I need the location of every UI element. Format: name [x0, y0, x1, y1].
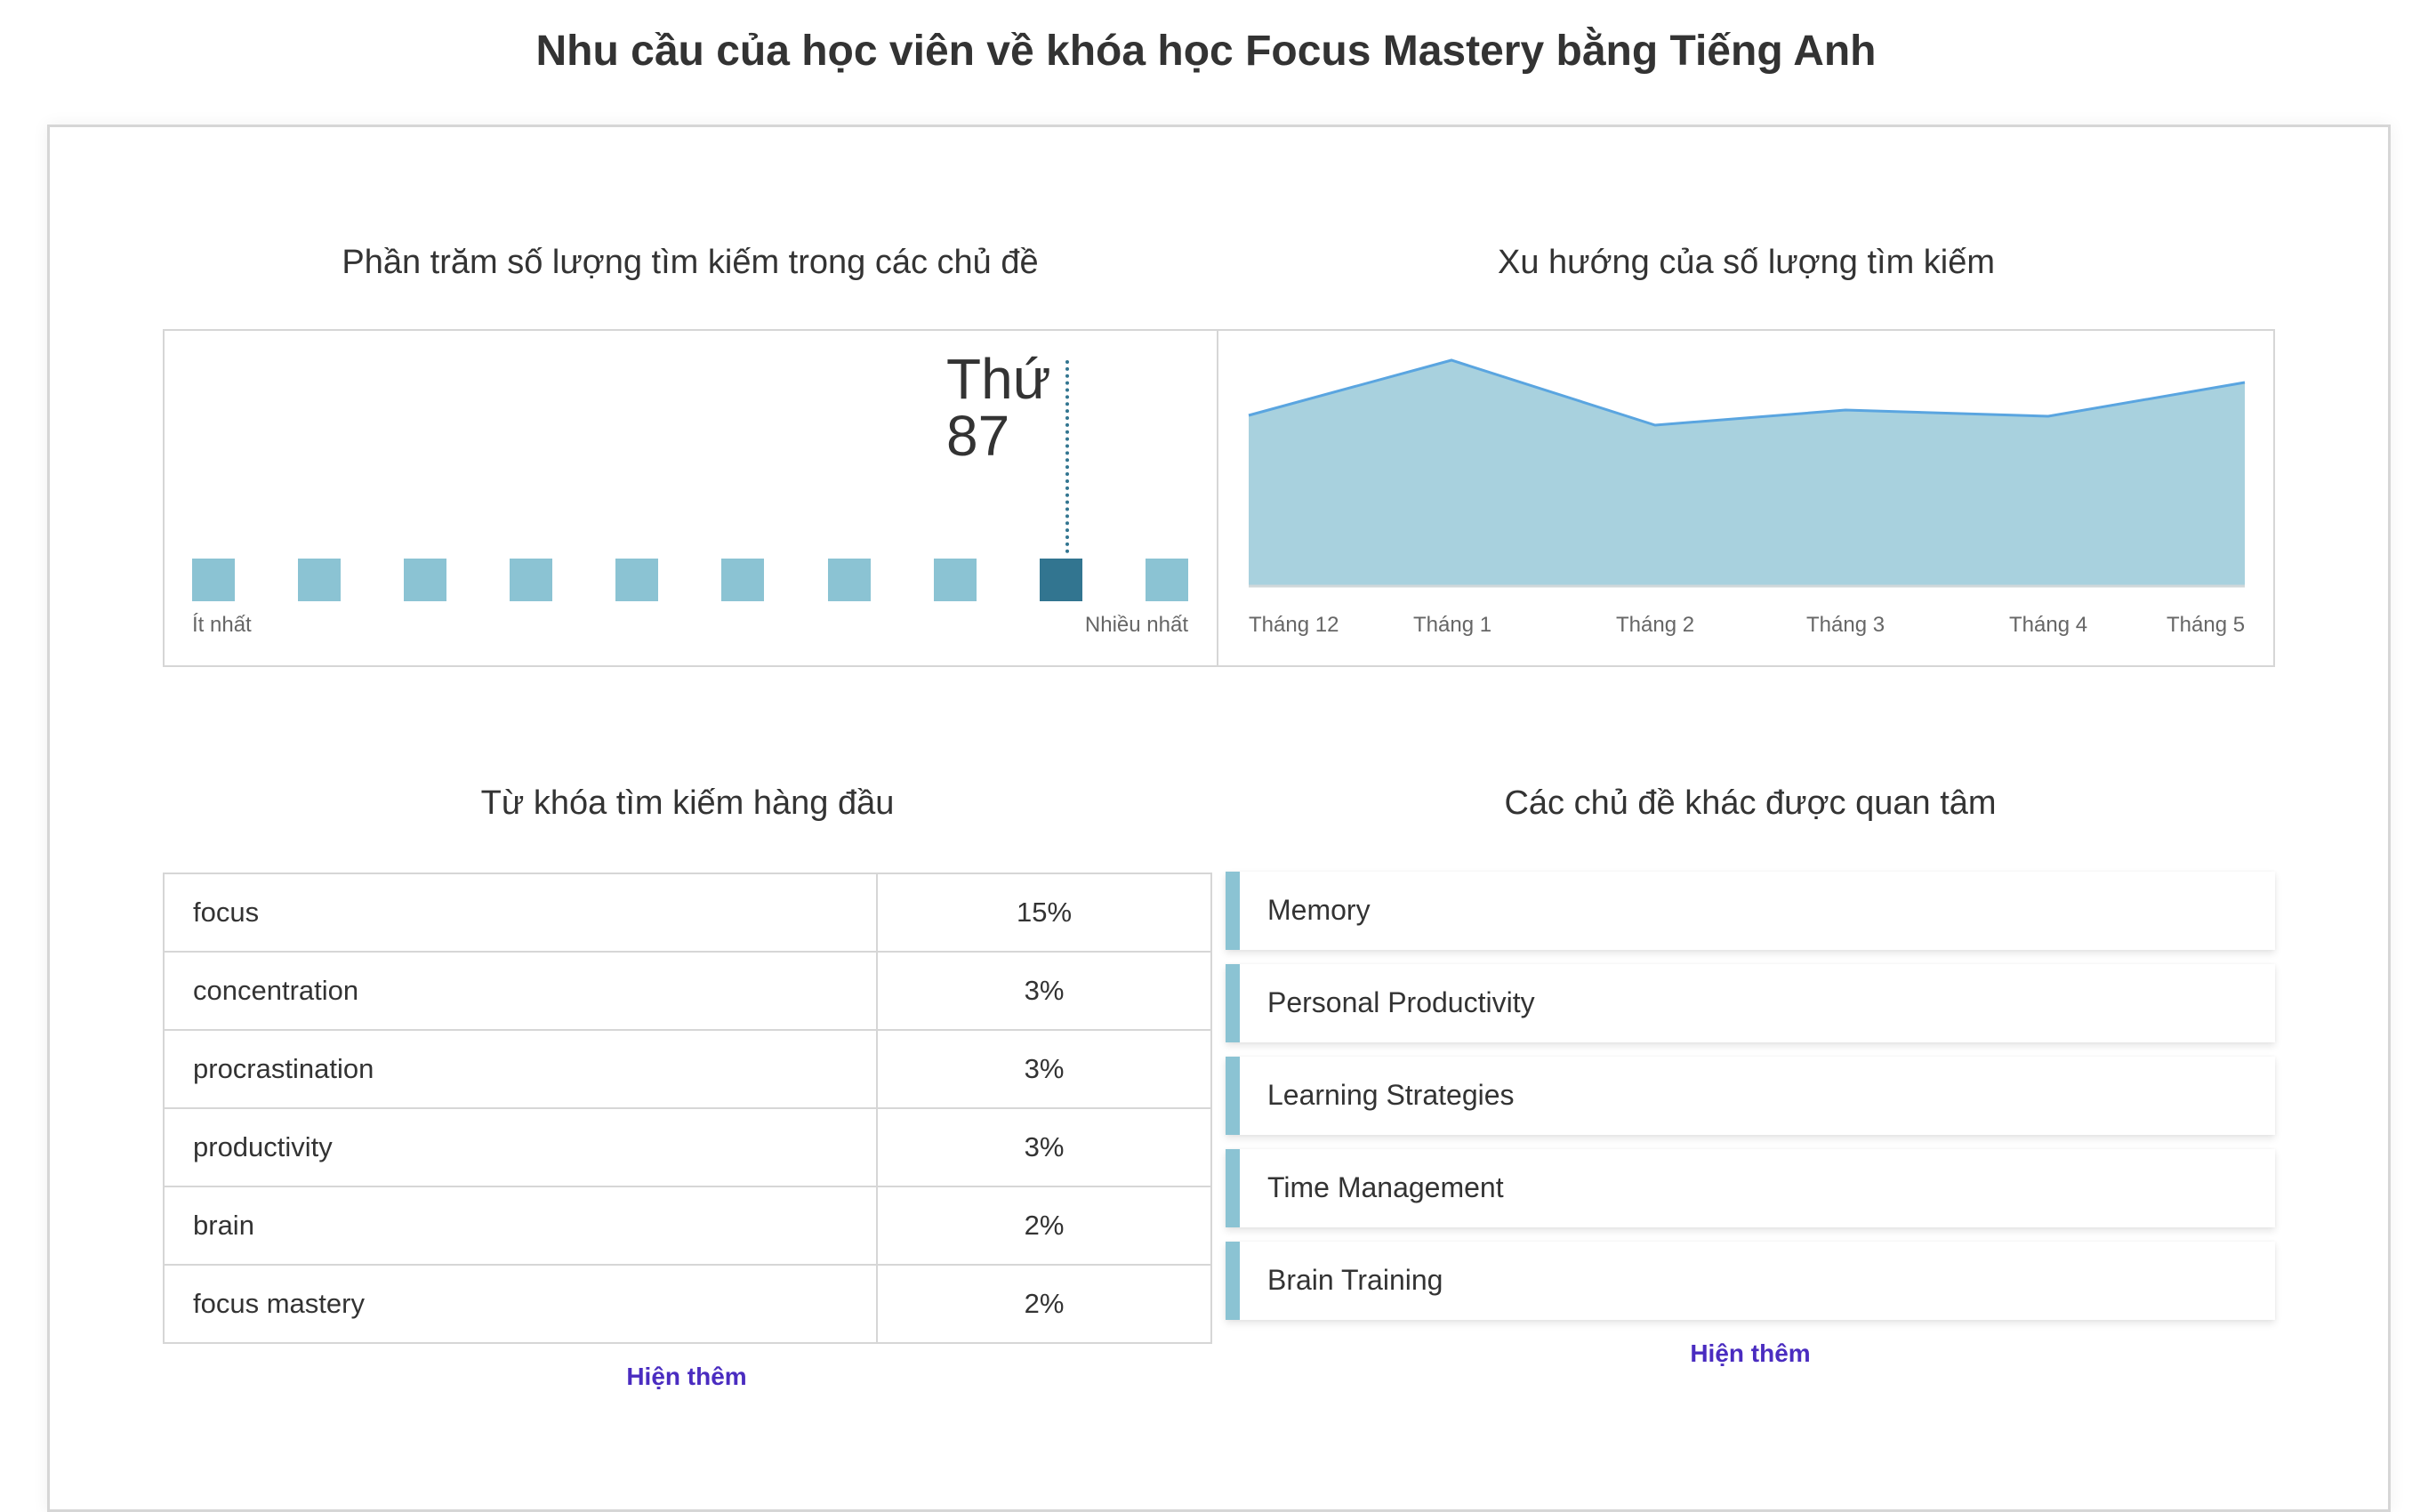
percent-cell: 15%: [876, 873, 1212, 953]
percent-cell: 2%: [876, 1264, 1212, 1344]
table-row: productivity 3%: [163, 1107, 1212, 1187]
keywords-table: focus 15% concentration 3% procrastinati…: [163, 873, 1212, 1344]
page-title: Nhu cầu của học viên về khóa học Focus M…: [0, 23, 2412, 80]
topic-label: Time Management: [1267, 1171, 1504, 1203]
keyword-cell: brain: [163, 1186, 878, 1266]
rank-tile: [721, 559, 764, 601]
percent-cell: 3%: [876, 1107, 1212, 1187]
percent-cell: 3%: [876, 951, 1212, 1031]
page-title-course-name: Focus Mastery: [1245, 28, 1545, 75]
rank-tile: [615, 559, 658, 601]
trend-line: [1248, 358, 2246, 427]
table-row: procrastination 3%: [163, 1029, 1212, 1109]
rank-tile: [1146, 559, 1188, 601]
keyword-cell: focus: [163, 873, 878, 953]
rank-tile: [404, 559, 446, 601]
rank-max-label: Nhiều nhất: [1084, 613, 1188, 637]
rank-tile: [298, 559, 341, 601]
keyword-cell: focus mastery: [163, 1264, 878, 1344]
rank-annotation-line2: 87: [946, 404, 1010, 468]
rank-min-label: Ít nhất: [192, 613, 252, 637]
table-row: focus mastery 2%: [163, 1264, 1212, 1344]
topic-item[interactable]: Personal Productivity: [1226, 964, 2275, 1042]
keywords-title: Từ khóa tìm kiếm hàng đầu: [480, 784, 895, 822]
trend-area-fill: [1249, 360, 2245, 586]
topics-show-more-link[interactable]: Hiện thêm: [1690, 1339, 1811, 1367]
trend-area-chart: [1248, 358, 2246, 588]
rank-tile: [828, 559, 871, 601]
month-label: Tháng 5: [2167, 613, 2246, 637]
rank-tile: [510, 559, 552, 601]
topic-label: Brain Training: [1267, 1264, 1443, 1296]
topic-label: Learning Strategies: [1267, 1079, 1515, 1111]
table-row: concentration 3%: [163, 951, 1212, 1031]
topic-item[interactable]: Brain Training: [1226, 1242, 2275, 1320]
topic-label: Personal Productivity: [1267, 986, 1535, 1018]
month-label: Tháng 2: [1616, 613, 1695, 637]
page-title-suffix: bằng Tiếng Anh: [1544, 28, 1877, 75]
topics-title: Các chủ đề khác được quan tâm: [1504, 784, 1997, 822]
month-label: Tháng 3: [1806, 613, 1885, 637]
keyword-cell: productivity: [163, 1107, 878, 1187]
rank-tile: [192, 559, 235, 601]
table-row: brain 2%: [163, 1186, 1212, 1266]
topic-item[interactable]: Memory: [1226, 872, 2275, 950]
percent-cell: 3%: [876, 1029, 1212, 1109]
page-title-prefix: Nhu cầu của học viên về khóa học: [535, 28, 1246, 75]
trend-panel-title: Xu hướng của số lượng tìm kiếm: [1497, 244, 1996, 281]
month-label: Tháng 4: [2009, 613, 2088, 637]
topic-item[interactable]: Time Management: [1226, 1149, 2275, 1227]
charts-divider: [1217, 329, 1218, 667]
rank-tile-active: [1040, 559, 1082, 601]
topic-label: Memory: [1267, 894, 1371, 926]
rank-panel-title: Phần trăm số lượng tìm kiếm trong các ch…: [342, 244, 1039, 281]
keywords-show-more-link[interactable]: Hiện thêm: [626, 1363, 747, 1390]
rank-annotation: Thứ 87: [946, 350, 1051, 464]
keyword-cell: concentration: [163, 951, 878, 1031]
rank-marker-line: [1065, 360, 1069, 553]
table-row: focus 15%: [163, 873, 1212, 953]
charts-container: [163, 329, 2275, 667]
month-label: Tháng 1: [1413, 613, 1492, 637]
topic-item[interactable]: Learning Strategies: [1226, 1057, 2275, 1135]
rank-annotation-line1: Thứ: [946, 347, 1051, 411]
percent-cell: 2%: [876, 1186, 1212, 1266]
rank-tile: [934, 559, 977, 601]
keyword-cell: procrastination: [163, 1029, 878, 1109]
month-label: Tháng 12: [1249, 613, 1339, 637]
